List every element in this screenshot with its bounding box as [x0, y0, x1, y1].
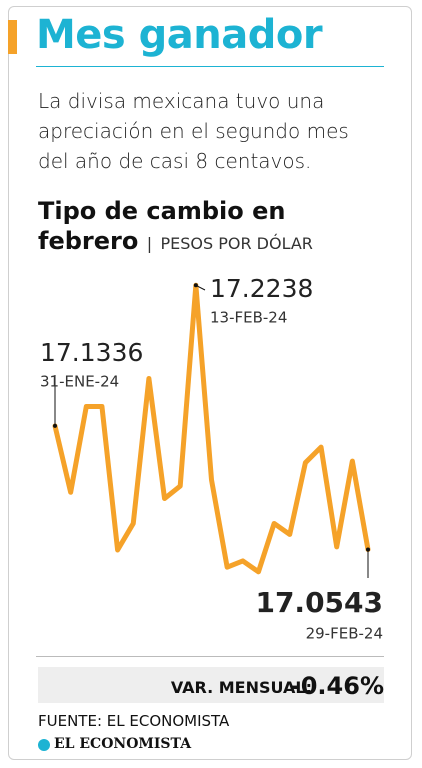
title: Mes ganador: [36, 12, 323, 58]
summary-bar: [38, 667, 384, 703]
date-label: 31-ENE-24: [40, 373, 119, 391]
value-label: 17.2238: [210, 274, 313, 303]
separator: [36, 656, 384, 657]
unit-separator: |: [146, 234, 153, 253]
line: [52, 282, 371, 575]
title-rule: [36, 66, 384, 67]
logo: EL ECONOMISTA: [54, 736, 192, 752]
logo-icon: [38, 739, 50, 751]
chart-title: Tipo de cambio en febrero: [38, 197, 286, 255]
value-label: 17.1336: [40, 338, 143, 367]
date-label: 29-FEB-24: [306, 625, 383, 643]
value-label: 17.0543: [255, 586, 383, 619]
source: FUENTE: EL ECONOMISTA: [38, 712, 230, 730]
annotation-dot: [366, 547, 370, 552]
unit: PESOS POR DÓLAR: [160, 234, 313, 253]
annotation-dot: [193, 283, 198, 288]
description: La divisa mexicana tuvo una apreciación …: [38, 89, 349, 173]
frame: [8, 6, 412, 760]
date-label: 13-FEB-24: [210, 309, 287, 327]
summary-value: -0.46%: [290, 672, 384, 700]
chart-heading: Tipo de cambio en febrero | PESOS POR DÓ…: [38, 196, 338, 259]
accent: [8, 20, 17, 54]
summary-label: VAR. MENSUAL:: [170, 678, 312, 697]
annotation-dot: [53, 423, 57, 428]
